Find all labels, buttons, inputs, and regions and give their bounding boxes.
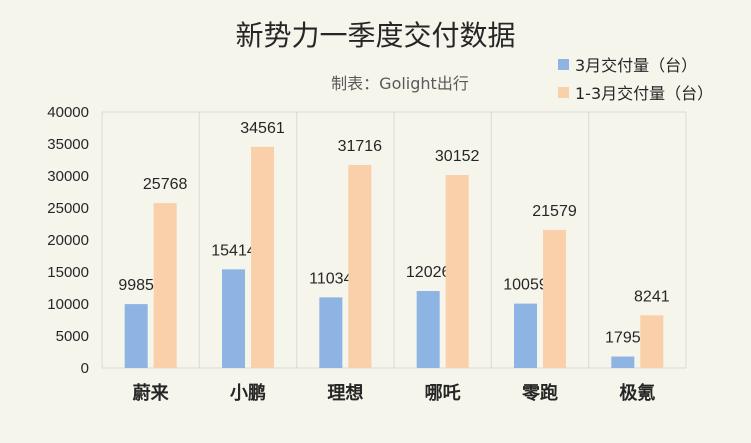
bar-q1 <box>348 165 372 368</box>
y-tick-label: 25000 <box>47 200 89 217</box>
y-tick-label: 5000 <box>56 328 89 345</box>
y-tick-label: 40000 <box>47 104 89 121</box>
x-category-label: 理想 <box>327 382 363 404</box>
bar-q1 <box>543 229 566 368</box>
legend-label-q1: 1-3月交付量（台） <box>575 84 714 103</box>
legend: 3月交付量（台） 1-3月交付量（台） <box>558 50 713 106</box>
data-label-q1: 31716 <box>338 138 383 155</box>
y-tick-label: 15000 <box>47 264 89 281</box>
bar-march <box>124 304 148 368</box>
data-label-q1: 25768 <box>143 176 188 193</box>
y-tick-label: 20000 <box>47 232 89 249</box>
y-tick-label: 35000 <box>47 136 89 153</box>
data-label-march: 11034 <box>309 270 352 287</box>
x-category-label: 蔚来 <box>133 382 170 404</box>
bar-march <box>416 291 440 368</box>
data-label-march: 12026 <box>406 264 451 281</box>
y-tick-label: 0 <box>81 360 89 377</box>
data-label-q1: 34561 <box>240 120 285 137</box>
data-label-q1: 21579 <box>532 203 577 220</box>
chart-title: 新势力一季度交付数据 <box>235 19 516 52</box>
bar-march <box>514 303 537 368</box>
y-tick-label: 30000 <box>47 168 89 185</box>
data-label-march: 10059 <box>503 277 548 294</box>
data-label-march: 9985 <box>118 277 154 294</box>
x-category-label: 零跑 <box>521 382 558 404</box>
legend-item-q1: 1-3月交付量（台） <box>558 78 713 106</box>
bar-march <box>222 269 245 368</box>
x-category-label: 小鹏 <box>230 382 266 404</box>
y-tick-label: 10000 <box>47 296 89 313</box>
x-category-label: 哪吒 <box>425 383 461 404</box>
bar-q1 <box>640 315 664 368</box>
legend-swatch-march <box>558 58 569 70</box>
bar-march <box>611 356 635 368</box>
x-category-label: 极氪 <box>619 382 655 404</box>
bar-q1 <box>445 175 469 368</box>
data-label-q1: 30152 <box>435 148 480 165</box>
bar-march <box>319 297 343 368</box>
chart-subtitle: 制表：Golight出行 <box>331 74 469 93</box>
legend-label-march: 3月交付量（台） <box>575 56 698 75</box>
legend-item-march: 3月交付量（台） <box>558 50 713 78</box>
data-label-march: 1795 <box>605 330 641 347</box>
legend-swatch-q1 <box>558 86 569 98</box>
data-label-march: 15414 <box>211 242 256 259</box>
bar-q1 <box>153 203 177 368</box>
data-label-q1: 8241 <box>634 288 670 305</box>
bar-q1 <box>251 146 274 368</box>
